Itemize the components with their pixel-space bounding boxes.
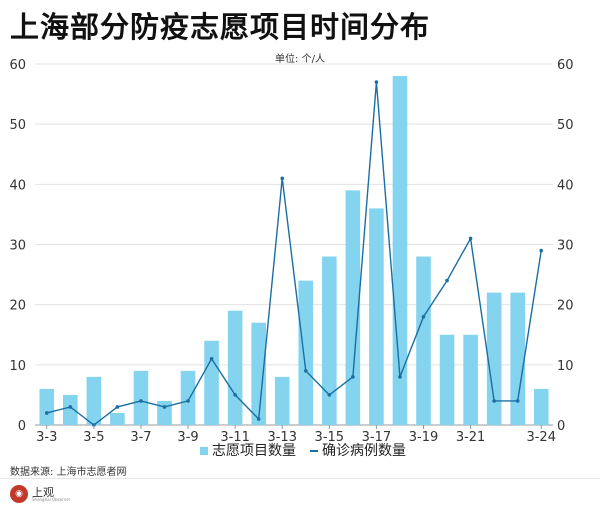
y-tick-label-left: 0: [18, 419, 26, 434]
x-tick-label: 3-13: [267, 430, 297, 445]
x-tick-label: 3-11: [220, 430, 250, 445]
x-tick-label: 3-17: [362, 430, 392, 445]
line-point: [280, 176, 285, 181]
y-tick-label-right: 10: [557, 359, 574, 374]
y-tick-label-left: 40: [9, 178, 26, 193]
line-point: [445, 278, 449, 283]
bar: [322, 256, 337, 425]
y-tick-label-right: 20: [557, 299, 574, 314]
line-point: [209, 357, 214, 361]
bar: [486, 292, 502, 425]
bar: [39, 388, 55, 425]
bar: [369, 208, 384, 425]
chart-title: 上海部分防疫志愿项目时间分布: [10, 10, 431, 44]
y-axis-left: 0 10 20 30 40 50 60: [9, 58, 26, 434]
logo: ◉ 上观 Shanghai Observer: [10, 484, 90, 504]
bar: [157, 400, 172, 425]
line-point: [468, 236, 473, 241]
line-point: [186, 399, 190, 403]
x-axis: 3-3 3-5 3-7 3-9 3-11 3-13 3-15 3-17 3-19 3-21 3-24: [36, 425, 556, 445]
line-point: [139, 399, 143, 403]
y-tick-label-left: 30: [9, 239, 26, 254]
y-tick-label-right: 50: [557, 118, 574, 133]
line-series: [44, 80, 544, 427]
line-point: [539, 248, 544, 253]
y-tick-label-right: 40: [557, 178, 574, 193]
x-tick-label: 3-15: [315, 430, 345, 445]
line-point: [233, 393, 237, 397]
line-point: [303, 369, 308, 373]
bar: [63, 394, 78, 425]
footer-divider: [0, 478, 600, 479]
source-note: 数据来源: 上海市志愿者网: [10, 467, 127, 478]
logo-text: 上观: [32, 486, 54, 499]
bar: [345, 190, 361, 425]
line-point: [492, 399, 496, 403]
legend-label-bar: 志愿项目数量: [212, 443, 296, 459]
bar: [110, 412, 125, 425]
y-tick-label-left: 50: [9, 118, 26, 133]
line-point: [44, 411, 49, 415]
line-point: [68, 405, 73, 409]
x-tick-label: 3-5: [83, 430, 104, 445]
line-point: [421, 314, 426, 319]
x-tick-label: 3-7: [130, 430, 151, 445]
bar: [133, 370, 149, 425]
line-point: [327, 393, 332, 397]
y-tick-label-right: 0: [557, 419, 565, 434]
bar: [180, 370, 196, 425]
x-tick-label: 3-9: [177, 430, 198, 445]
logo-icon: ◉: [10, 485, 28, 503]
line-point: [398, 375, 402, 379]
logo-subtext: Shanghai Observer: [32, 497, 71, 502]
bar: [439, 334, 455, 425]
bar: [510, 292, 525, 425]
line-point: [515, 399, 520, 403]
x-tick-label: 3-24: [526, 430, 556, 445]
bar: [274, 376, 290, 425]
line-point: [374, 80, 379, 84]
bar: [204, 340, 219, 425]
bar: [251, 322, 266, 425]
legend-label-line: 确诊病例数量: [322, 443, 406, 459]
x-tick-label: 3-19: [409, 430, 439, 445]
line-point: [115, 405, 120, 409]
bar: [533, 388, 549, 425]
chart: 0 10 20 30 40 50 60 0 10 20 30 40 50 60 3-3 3-5 3-7 3-9…: [9, 52, 574, 459]
x-tick-label: 3-21: [456, 430, 486, 445]
y-tick-label-right: 30: [557, 239, 574, 254]
bar: [463, 334, 478, 425]
line-point: [162, 405, 167, 409]
line-path: [46, 81, 542, 426]
bar: [86, 376, 102, 425]
line-point: [351, 375, 355, 379]
y-tick-label-right: 60: [557, 58, 574, 73]
y-tick-label-left: 20: [9, 299, 26, 314]
legend: 志愿项目数量 确诊病例数量: [200, 443, 406, 459]
unit-label: 单位: 个/人: [275, 52, 325, 65]
bar-series: [39, 76, 549, 426]
bar: [227, 310, 243, 425]
legend-swatch-bar: [200, 447, 208, 455]
bar: [298, 280, 314, 425]
line-point: [256, 417, 261, 421]
y-tick-label-left: 10: [9, 359, 26, 374]
x-tick-label: 3-3: [36, 430, 57, 445]
y-axis-right: 0 10 20 30 40 50 60: [557, 58, 574, 434]
y-tick-label-left: 60: [9, 58, 26, 73]
bar: [416, 256, 431, 425]
